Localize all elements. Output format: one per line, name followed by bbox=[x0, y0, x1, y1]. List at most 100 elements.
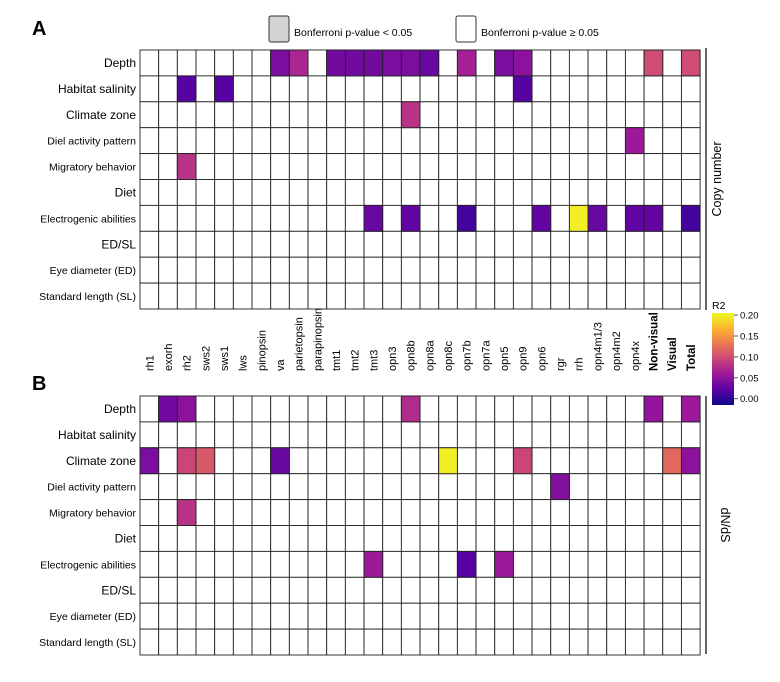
grid-cell bbox=[494, 576, 514, 604]
grid-cell bbox=[606, 204, 626, 232]
grid-cell bbox=[438, 256, 458, 284]
grid-cell bbox=[550, 499, 570, 526]
heat-cell-habitat-salinity-sws1 bbox=[214, 75, 234, 103]
grid-cell bbox=[494, 75, 514, 103]
grid-cell bbox=[214, 499, 234, 526]
heat-cell-depth-tmt1 bbox=[326, 49, 346, 77]
heat-cell-electrogenic-abilities-opn7b bbox=[456, 204, 477, 232]
grid-cell bbox=[307, 230, 328, 258]
grid-cell bbox=[456, 447, 477, 475]
grid-cell bbox=[326, 230, 346, 258]
grid-cell bbox=[232, 525, 253, 552]
grid-cell bbox=[587, 75, 608, 103]
grid-cell bbox=[456, 101, 477, 129]
grid-cell bbox=[288, 230, 309, 258]
grid-cell bbox=[214, 473, 234, 501]
grid-cell bbox=[531, 49, 552, 77]
grid-cell bbox=[643, 473, 664, 501]
grid-cell bbox=[512, 127, 533, 155]
grid-cell bbox=[438, 179, 458, 206]
grid-cell bbox=[288, 499, 309, 526]
grid-cell bbox=[139, 49, 160, 77]
grid-cell bbox=[382, 499, 402, 526]
grid-cell bbox=[232, 101, 253, 129]
grid-cell bbox=[606, 179, 626, 206]
grid-cell bbox=[176, 282, 197, 310]
grid-cell bbox=[139, 179, 160, 206]
grid-cell bbox=[531, 395, 552, 423]
grid-cell bbox=[288, 447, 309, 475]
grid-cell bbox=[606, 230, 626, 258]
grid-cell bbox=[568, 421, 589, 449]
grid-cell bbox=[624, 576, 645, 604]
grid-cell bbox=[382, 75, 402, 103]
grid-cell bbox=[606, 473, 626, 501]
column-label-opn4x: opn4x bbox=[630, 341, 642, 371]
grid-cell bbox=[344, 75, 365, 103]
grid-cell bbox=[307, 282, 328, 310]
heat-cell-migratory-behavior-rh2 bbox=[176, 499, 197, 526]
grid-cell bbox=[139, 421, 160, 449]
grid-cell bbox=[587, 153, 608, 180]
grid-cell bbox=[176, 576, 197, 604]
grid-cell bbox=[400, 576, 421, 604]
column-label-opn7a: opn7a bbox=[480, 340, 492, 371]
grid-cell bbox=[643, 447, 664, 475]
grid-cell bbox=[419, 204, 440, 232]
grid-cell bbox=[251, 395, 272, 423]
grid-cell bbox=[158, 127, 178, 155]
heat-cell-depth-opn8b bbox=[400, 49, 421, 77]
grid-cell bbox=[195, 204, 216, 232]
column-label-parapinopsin: parapinopsin bbox=[312, 308, 324, 371]
heat-cell-electrogenic-abilities-rrh bbox=[568, 204, 589, 232]
grid-cell bbox=[158, 153, 178, 180]
grid-cell bbox=[475, 628, 496, 656]
grid-cell bbox=[662, 576, 682, 604]
grid-cell bbox=[568, 473, 589, 501]
grid-cell bbox=[344, 179, 365, 206]
grid-cell bbox=[438, 550, 458, 578]
grid-cell bbox=[512, 256, 533, 284]
grid-cell bbox=[400, 602, 421, 630]
grid-cell bbox=[680, 101, 701, 129]
heat-cell-electrogenic-abilities-opn4x bbox=[624, 204, 645, 232]
heat-cell-climate-zone-rh2 bbox=[176, 447, 197, 475]
grid-cell bbox=[270, 75, 290, 103]
grid-cell bbox=[251, 473, 272, 501]
grid-cell bbox=[643, 179, 664, 206]
grid-cell bbox=[531, 473, 552, 501]
grid-cell bbox=[568, 179, 589, 206]
column-label-va: va bbox=[275, 359, 287, 372]
column-label-tmt2: tmt2 bbox=[350, 350, 362, 371]
grid-cell bbox=[363, 473, 384, 501]
grid-cell bbox=[400, 153, 421, 180]
grid-cell bbox=[419, 75, 440, 103]
colorbar-gradient bbox=[712, 313, 734, 405]
heat-cell-depth-opn7b bbox=[456, 49, 477, 77]
grid-cell bbox=[326, 101, 346, 129]
grid-cell bbox=[643, 602, 664, 630]
grid-cell bbox=[344, 127, 365, 155]
grid-cell bbox=[494, 628, 514, 656]
heat-cell-depth-rh2 bbox=[176, 395, 197, 423]
grid-cell bbox=[438, 395, 458, 423]
grid-cell bbox=[326, 153, 346, 180]
grid-cell bbox=[363, 179, 384, 206]
panel-letter-a: A bbox=[32, 18, 46, 40]
row-label-eye-diameter-ed: Eye diameter (ED) bbox=[50, 611, 136, 623]
grid-cell bbox=[382, 550, 402, 578]
heat-cell-electrogenic-abilities-opn5 bbox=[494, 550, 514, 578]
grid-cell bbox=[587, 602, 608, 630]
grid-cell bbox=[288, 204, 309, 232]
grid-cell bbox=[382, 153, 402, 180]
grid-cell bbox=[550, 127, 570, 155]
column-label-opn5: opn5 bbox=[499, 347, 511, 371]
heat-cell-climate-zone-opn9 bbox=[512, 447, 533, 475]
panel-a-heatmap: Depth Habitat salinity Climate zone Diel ac… bbox=[39, 49, 701, 310]
grid-cell bbox=[568, 395, 589, 423]
column-labels: rh1 exorh rh2 sws2 sws1 lws pinopsin va parietop… bbox=[144, 308, 697, 371]
row-label-ed-sl: ED/SL bbox=[101, 583, 136, 597]
grid-cell bbox=[494, 282, 514, 310]
grid-cell bbox=[326, 550, 346, 578]
grid-cell bbox=[158, 101, 178, 129]
